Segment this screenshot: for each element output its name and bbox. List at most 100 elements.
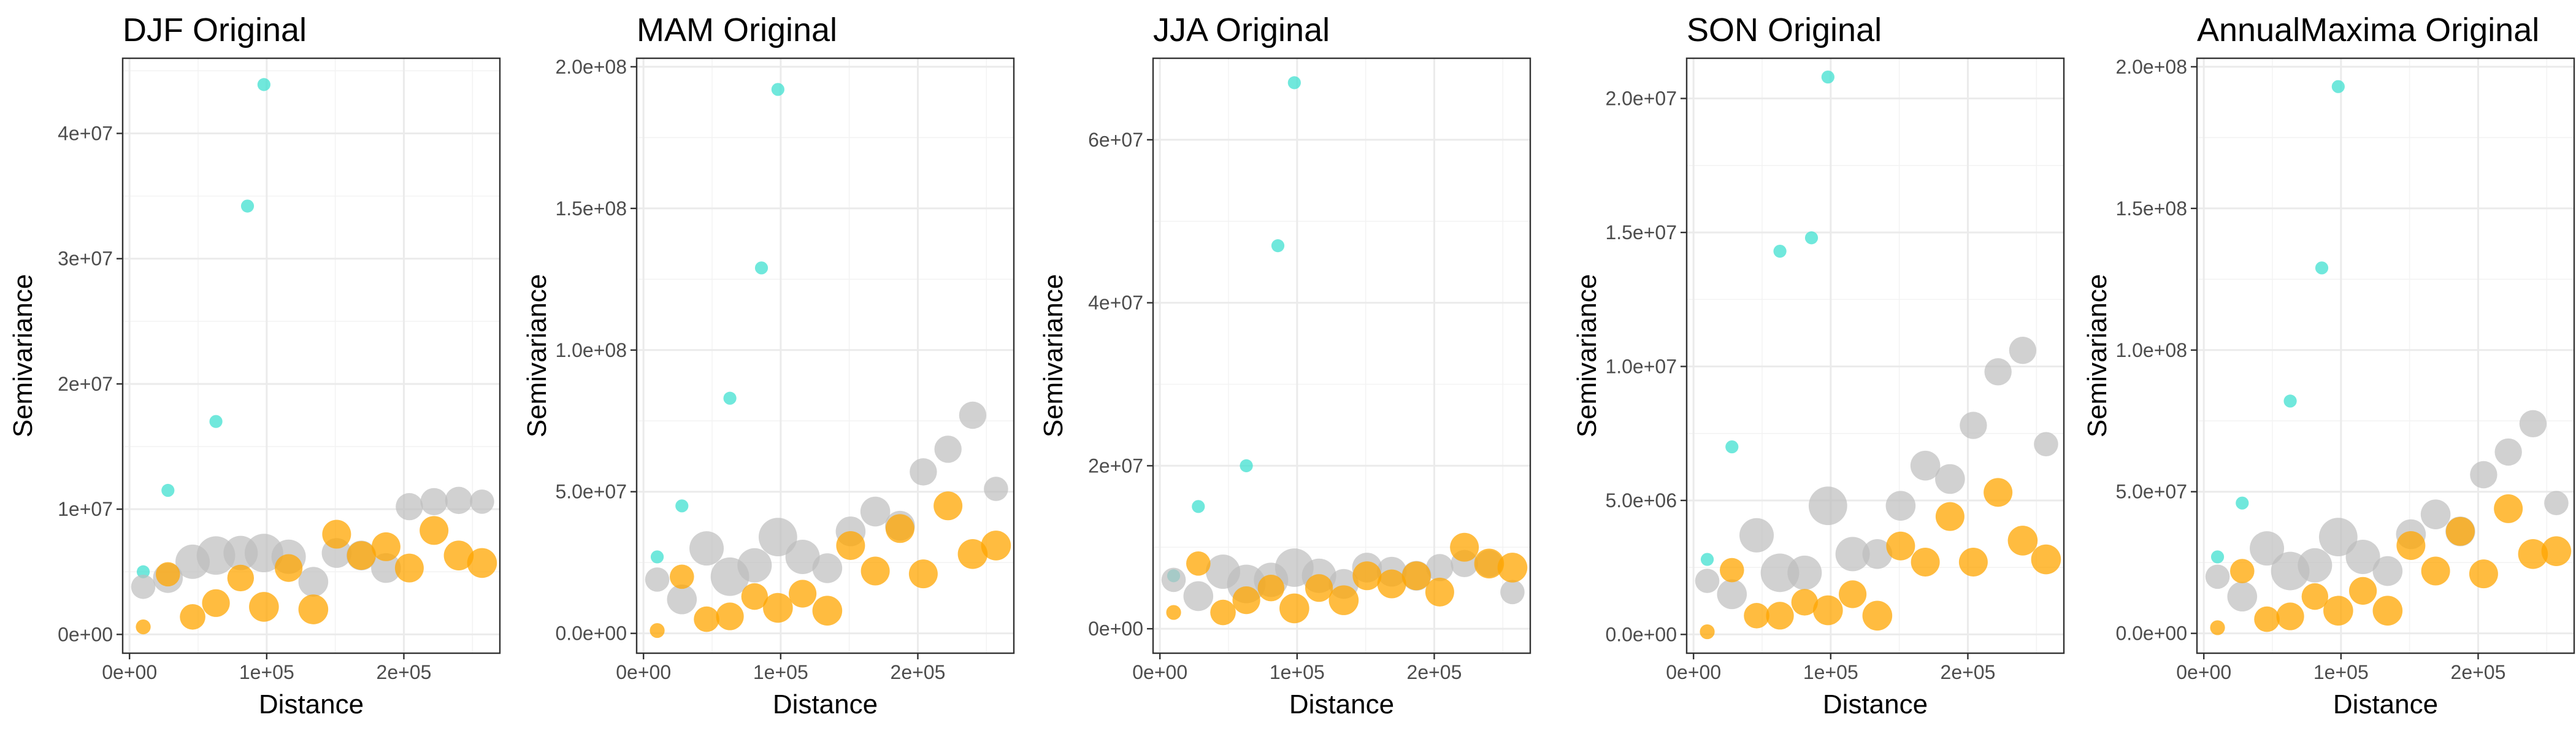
data-point xyxy=(1500,580,1525,605)
data-point xyxy=(275,554,303,582)
x-tick-label: 0e+00 xyxy=(1666,661,1721,683)
y-tick-label: 2e+07 xyxy=(58,373,113,395)
data-point xyxy=(1739,518,1774,553)
data-point xyxy=(2494,494,2523,523)
data-point xyxy=(2541,536,2572,567)
data-point xyxy=(371,532,401,561)
data-point xyxy=(689,531,724,566)
data-point xyxy=(910,458,937,486)
data-point xyxy=(2031,544,2061,575)
data-point xyxy=(836,531,865,560)
x-tick-label: 2e+05 xyxy=(891,661,946,683)
chart-title: SON Original xyxy=(1687,12,1882,48)
chart-title: AnnualMaxima Original xyxy=(2197,12,2539,48)
data-point xyxy=(1935,502,1965,531)
data-point xyxy=(1808,486,1847,526)
data-point xyxy=(2227,581,2258,611)
data-point xyxy=(1766,602,1794,630)
data-point xyxy=(1279,593,1309,624)
x-tick-label: 2e+05 xyxy=(377,661,432,683)
data-point xyxy=(1474,548,1505,579)
data-point xyxy=(650,550,664,564)
chart-panel-1: DJF Original 0e+00 1e+05 2e+05 0e+00 1e+07 2e+… xyxy=(8,12,501,719)
data-point xyxy=(2276,602,2304,631)
data-point xyxy=(2210,550,2225,564)
data-point xyxy=(470,489,494,514)
y-axis-label: Semivariance xyxy=(8,274,38,438)
data-point xyxy=(1183,581,1214,611)
y-tick-label: 1e+07 xyxy=(58,498,113,520)
data-point xyxy=(2372,556,2403,586)
data-point xyxy=(2470,461,2497,489)
x-tick-label: 1e+05 xyxy=(1803,661,1858,683)
panel-border xyxy=(635,57,1015,654)
data-point xyxy=(758,518,797,557)
data-point xyxy=(136,565,150,578)
x-tick-label: 2e+05 xyxy=(2451,661,2506,683)
data-point xyxy=(1862,600,1893,631)
y-tick-label: 1.0e+07 xyxy=(1605,355,1677,377)
data-point xyxy=(723,391,737,405)
data-point xyxy=(885,514,914,543)
x-tick-label: 1e+05 xyxy=(239,661,294,683)
data-point xyxy=(1717,579,1747,610)
y-tick-label: 0e+00 xyxy=(1088,618,1143,640)
data-point xyxy=(396,493,423,521)
data-point xyxy=(2349,577,2377,605)
data-point xyxy=(645,567,670,592)
data-point xyxy=(2518,539,2548,569)
data-point xyxy=(1984,358,2012,386)
data-point xyxy=(1497,553,1528,583)
x-axis-label: Distance xyxy=(2333,689,2438,719)
data-point xyxy=(1935,464,1965,494)
data-point xyxy=(934,435,962,463)
data-point xyxy=(2205,564,2230,589)
y-tick-label: 0e+00 xyxy=(58,623,113,645)
chart-panel-2: MAM Original 0e+00 1e+05 2e+05 0.0e+00 5.0e+0… xyxy=(522,12,1015,719)
x-tick-label: 0e+00 xyxy=(1132,661,1187,683)
data-point xyxy=(675,499,689,513)
y-axis-label: Semivariance xyxy=(522,274,552,438)
y-axis-label: Semivariance xyxy=(2082,274,2112,438)
data-point xyxy=(347,541,376,570)
data-point xyxy=(209,415,223,428)
data-point xyxy=(716,602,744,631)
data-point xyxy=(2445,516,2475,546)
data-point xyxy=(908,559,938,589)
panel-border xyxy=(1152,57,1531,654)
data-point xyxy=(2298,548,2333,583)
chart-panel-3: JJA Original 0e+00 1e+05 2e+05 0e+00 2e+07 4e+… xyxy=(1038,12,1531,719)
y-tick-label: 1.5e+08 xyxy=(2115,197,2187,220)
data-point xyxy=(1885,491,1916,521)
data-point xyxy=(741,583,769,610)
data-point xyxy=(2421,556,2450,586)
data-point xyxy=(420,516,449,545)
data-point xyxy=(812,596,843,626)
data-point xyxy=(789,580,817,608)
data-point xyxy=(1240,459,1253,472)
data-point xyxy=(737,548,772,583)
data-point xyxy=(161,483,175,497)
data-point xyxy=(959,401,987,429)
data-point xyxy=(2323,596,2353,626)
data-point xyxy=(257,78,270,91)
data-point xyxy=(1984,478,2013,507)
data-point xyxy=(1186,551,1211,576)
data-point xyxy=(2494,438,2522,466)
data-point xyxy=(180,604,205,630)
y-tick-label: 1.0e+08 xyxy=(555,339,627,361)
data-point xyxy=(957,539,988,569)
data-point xyxy=(754,261,769,275)
data-point xyxy=(981,531,1011,561)
data-point xyxy=(2301,583,2329,610)
data-point xyxy=(443,540,474,571)
data-point xyxy=(1821,70,1834,84)
data-point xyxy=(298,594,329,624)
data-point xyxy=(667,584,697,615)
data-point xyxy=(1401,561,1431,591)
data-point xyxy=(202,589,230,617)
data-point xyxy=(1813,595,1843,626)
data-point xyxy=(694,606,719,632)
data-point xyxy=(1791,589,1819,616)
data-point xyxy=(2034,432,2058,456)
